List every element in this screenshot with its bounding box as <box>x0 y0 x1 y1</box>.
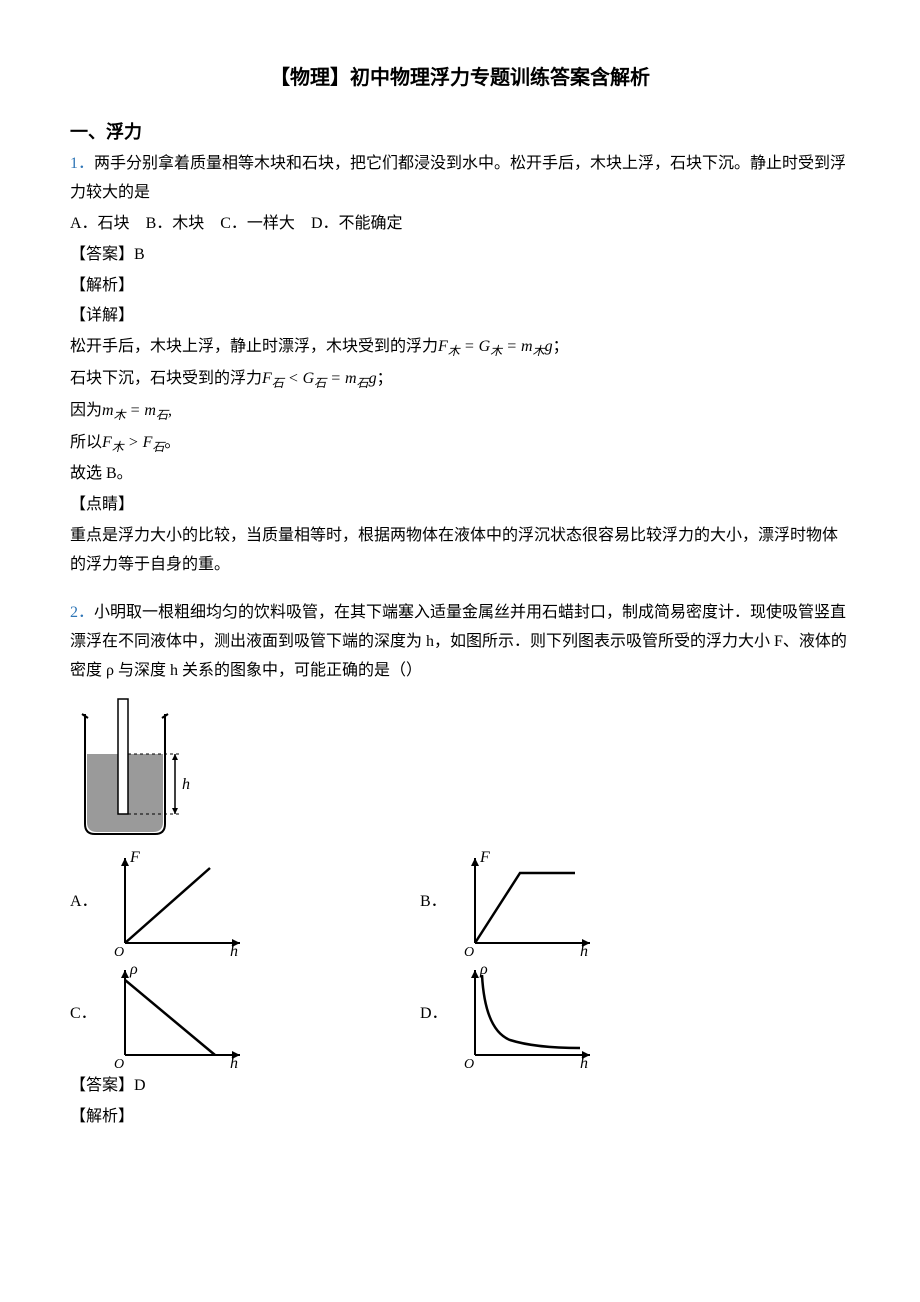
svg-text:O: O <box>114 945 124 958</box>
q1-line2: 石块下沉，石块受到的浮力F石 < G石 = m石g； <box>70 365 850 395</box>
q2-stem: 2．小明取一根粗细均匀的饮料吸管，在其下端塞入适量金属丝并用石蜡封口，制成简易密… <box>70 599 850 685</box>
q1-opt-c: C．一样大 <box>220 210 295 239</box>
opt-a-label: A． <box>70 888 100 917</box>
svg-text:O: O <box>114 1057 124 1070</box>
svg-text:ρ: ρ <box>479 961 488 978</box>
q1-line2b: ； <box>377 370 393 387</box>
graph-row-ab: A． F h O B． F h O <box>70 848 850 958</box>
q1-opt-a: A．石块 <box>70 210 130 239</box>
svg-text:F: F <box>479 849 490 866</box>
q1-line1a: 松开手后，木块上浮，静止时漂浮，木块受到的浮力 <box>70 338 438 355</box>
q1-analysis-label: 【解析】 <box>70 272 850 301</box>
q1-line1: 松开手后，木块上浮，静止时漂浮，木块受到的浮力F木 = G木 = m木g； <box>70 333 850 363</box>
q1-options: A．石块 B．木块 C．一样大 D．不能确定 <box>70 210 850 239</box>
q1-hint-text: 重点是浮力大小的比较，当质量相等时，根据两物体在液体中的浮沉状态很容易比较浮力的… <box>70 522 850 580</box>
q1-detail-label: 【详解】 <box>70 302 850 331</box>
q1-opt-b: B．木块 <box>146 210 205 239</box>
q2-analysis-label: 【解析】 <box>70 1103 850 1132</box>
graph-b: F h O <box>450 848 600 958</box>
formula-f-gt: F木 > F石 <box>102 434 164 451</box>
svg-text:F: F <box>129 849 140 866</box>
q2-answer: 【答案】D <box>70 1072 850 1101</box>
svg-text:h: h <box>230 943 238 958</box>
graph-d: ρ h O <box>450 960 600 1070</box>
q1-line3: 因为m木 = m石, <box>70 397 850 427</box>
formula-m-eq: m木 = m石 <box>102 402 168 419</box>
q1-opt-d: D．不能确定 <box>311 210 403 239</box>
opt-b-label: B． <box>420 888 450 917</box>
q1-line5: 故选 B。 <box>70 460 850 489</box>
graph-row-cd: C． ρ h O D． ρ h O <box>70 960 850 1070</box>
page-title: 【物理】初中物理浮力专题训练答案含解析 <box>70 60 850 96</box>
section-header: 一、浮力 <box>70 116 850 148</box>
q1-line4: 所以F木 > F石。 <box>70 429 850 459</box>
opt-c-label: C． <box>70 1000 100 1029</box>
q2-text: 小明取一根粗细均匀的饮料吸管，在其下端塞入适量金属丝并用石蜡封口，制成简易密度计… <box>70 604 847 679</box>
graph-a: F h O <box>100 848 250 958</box>
svg-text:h: h <box>580 1055 588 1070</box>
svg-text:h: h <box>230 1055 238 1070</box>
svg-text:ρ: ρ <box>129 961 138 978</box>
q1-number: 1． <box>70 155 94 172</box>
q1-line1b: ； <box>553 338 569 355</box>
q1-text: 两手分别拿着质量相等木块和石块，把它们都浸没到水中。松开手后，木块上浮，石块下沉… <box>70 155 846 201</box>
svg-text:h: h <box>580 943 588 958</box>
opt-d-label: D． <box>420 1000 450 1029</box>
formula-f-stone: F石 < G石 = m石g <box>262 370 377 387</box>
q1-answer: 【答案】B <box>70 241 850 270</box>
graph-c: ρ h O <box>100 960 250 1070</box>
q1-line3a: 因为 <box>70 402 102 419</box>
svg-text:O: O <box>464 1057 474 1070</box>
q1-stem: 1．两手分别拿着质量相等木块和石块，把它们都浸没到水中。松开手后，木块上浮，石块… <box>70 150 850 208</box>
q2-number: 2． <box>70 604 94 621</box>
beaker-figure: h <box>70 694 190 844</box>
svg-text:O: O <box>464 945 474 958</box>
svg-text:h: h <box>182 776 190 793</box>
q1-line4a: 所以 <box>70 434 102 451</box>
formula-f-wood: F木 = G木 = m木g <box>438 338 553 355</box>
q1-line2a: 石块下沉，石块受到的浮力 <box>70 370 262 387</box>
q1-hint-label: 【点睛】 <box>70 491 850 520</box>
spacer <box>70 581 850 597</box>
